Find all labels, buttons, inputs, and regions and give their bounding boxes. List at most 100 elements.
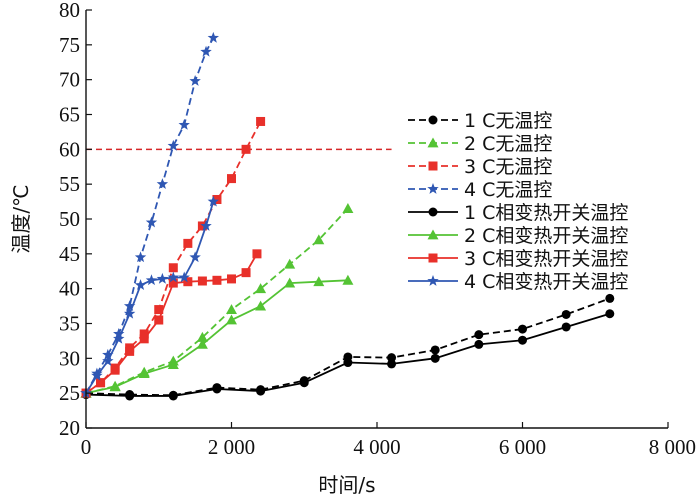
data-point xyxy=(256,386,266,396)
data-point xyxy=(183,238,193,248)
legend-marker xyxy=(428,115,438,125)
y-tick-label: 25 xyxy=(59,381,80,405)
data-point xyxy=(207,31,220,43)
y-axis-title: 温度/℃ xyxy=(9,184,33,253)
data-point xyxy=(168,278,178,288)
legend-label: 1 C相变热开关温控 xyxy=(464,202,628,224)
legend-marker xyxy=(428,161,438,171)
data-point xyxy=(154,315,164,325)
y-tick-label: 45 xyxy=(59,242,80,266)
data-point xyxy=(139,334,149,344)
y-tick-label: 20 xyxy=(59,416,80,440)
data-point xyxy=(189,251,201,263)
data-point xyxy=(313,234,325,245)
data-point xyxy=(342,274,354,285)
series-6 xyxy=(80,274,354,398)
data-point xyxy=(167,139,180,151)
legend-label: 3 C相变热开关温控 xyxy=(464,248,628,270)
legend-item: 1 C无温控 xyxy=(408,110,552,132)
y-tick-label: 80 xyxy=(59,0,80,22)
data-point xyxy=(226,314,237,325)
legend-label: 2 C相变热开关温控 xyxy=(464,225,628,247)
data-point xyxy=(212,194,222,204)
data-point xyxy=(255,283,267,294)
data-point xyxy=(241,268,251,278)
data-point xyxy=(123,300,136,311)
data-point xyxy=(110,365,120,375)
data-point xyxy=(561,322,571,332)
data-point xyxy=(145,274,158,286)
legend-marker xyxy=(427,229,439,240)
data-point xyxy=(196,331,208,342)
x-axis-title: 时间/s xyxy=(318,473,375,497)
data-point xyxy=(134,251,147,263)
data-point xyxy=(197,221,207,231)
data-point xyxy=(102,355,114,366)
data-point xyxy=(284,277,296,288)
legend-item: 4 C相变热开关温控 xyxy=(408,271,628,293)
legend-item: 4 C无温控 xyxy=(408,179,552,201)
data-point xyxy=(284,258,296,269)
y-tick-label: 65 xyxy=(59,103,80,127)
data-point xyxy=(200,219,212,231)
series-line xyxy=(85,37,215,394)
data-point xyxy=(167,359,179,370)
data-point xyxy=(387,353,397,363)
legend-label: 4 C相变热开关温控 xyxy=(464,271,628,293)
data-point xyxy=(227,274,236,284)
legend-label: 3 C无温控 xyxy=(464,156,552,178)
y-tick-label: 30 xyxy=(59,346,80,370)
data-point xyxy=(138,368,150,379)
data-point xyxy=(183,277,193,287)
data-point xyxy=(430,345,440,355)
data-point xyxy=(212,275,222,285)
data-point xyxy=(255,300,267,311)
x-tick-label: 4 000 xyxy=(353,435,400,459)
legend-label: 4 C无温控 xyxy=(464,179,552,201)
series-line xyxy=(85,297,611,397)
data-point xyxy=(189,75,201,86)
data-point xyxy=(474,339,484,349)
data-point xyxy=(197,276,207,286)
legend-marker xyxy=(428,253,438,263)
y-tick-label: 35 xyxy=(59,312,80,336)
axes: 20 25 30 35 40 45 50 55 60 65 70 75 80 0 2 000 4 000 6 0… xyxy=(59,0,696,459)
x-tick-label: 0 xyxy=(81,435,92,459)
y-tick-label: 50 xyxy=(59,207,80,231)
legend-label: 1 C无温控 xyxy=(464,110,552,132)
data-point xyxy=(168,391,178,401)
legend-item: 1 C相变热开关温控 xyxy=(408,202,628,224)
data-point xyxy=(125,391,135,401)
data-point xyxy=(113,332,125,344)
data-point xyxy=(212,384,222,394)
data-point xyxy=(196,338,208,349)
data-point xyxy=(474,330,484,340)
legend-item: 2 C无温控 xyxy=(408,133,552,155)
legend-marker xyxy=(427,183,439,194)
y-tick-label: 40 xyxy=(59,277,80,301)
data-point xyxy=(168,263,178,273)
data-point xyxy=(125,346,135,356)
legend-item: 3 C相变热开关温控 xyxy=(408,248,628,270)
y-tick-label: 70 xyxy=(59,68,80,92)
legend-marker xyxy=(428,207,438,217)
data-point xyxy=(561,309,571,319)
series-4 xyxy=(80,31,220,399)
data-point xyxy=(178,118,190,130)
data-point xyxy=(91,369,103,381)
data-point xyxy=(123,307,136,319)
legend-item: 3 C无温控 xyxy=(408,156,552,178)
y-tick-label: 75 xyxy=(59,33,80,57)
data-point xyxy=(241,144,251,154)
data-point xyxy=(313,276,325,287)
data-point xyxy=(387,359,397,369)
data-point xyxy=(605,309,615,319)
data-point xyxy=(226,304,237,314)
data-point xyxy=(156,178,169,190)
legend-item: 2 C相变热开关温控 xyxy=(408,225,628,247)
data-point xyxy=(96,378,106,388)
data-point xyxy=(139,329,149,339)
data-point xyxy=(227,174,236,184)
legend-label: 2 C无温控 xyxy=(464,133,552,155)
